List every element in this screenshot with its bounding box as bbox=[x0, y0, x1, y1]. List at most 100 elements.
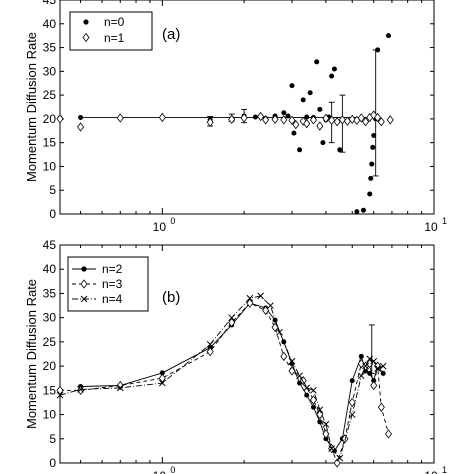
b-point-n4 bbox=[303, 384, 311, 392]
b-point-n4 bbox=[56, 391, 64, 399]
b-point-n4 bbox=[366, 355, 374, 363]
b-point-n2 bbox=[304, 392, 310, 398]
a-point-n1 bbox=[357, 113, 365, 123]
b-xtick-label: 10 bbox=[424, 469, 438, 474]
b-point-n2 bbox=[380, 370, 386, 376]
b-ytick-label: 30 bbox=[43, 311, 57, 325]
a-point-n0 bbox=[386, 33, 392, 39]
a-point-n0 bbox=[329, 73, 335, 79]
b-point-n3 bbox=[116, 380, 124, 391]
a-ytick-label: 30 bbox=[43, 64, 57, 78]
b-ytick-label: 20 bbox=[43, 359, 57, 373]
a-point-n0 bbox=[252, 114, 258, 120]
b-point-n3 bbox=[333, 458, 341, 468]
b-point-n4 bbox=[246, 294, 254, 302]
b-point-n2 bbox=[367, 370, 373, 376]
b-ytick-label: 25 bbox=[43, 335, 57, 349]
a-point-n1 bbox=[333, 117, 341, 127]
b-ytick-label: 35 bbox=[43, 286, 57, 300]
b-point-n4 bbox=[276, 328, 283, 336]
a-ytick-label: 40 bbox=[43, 17, 57, 31]
panel-a-legend-box bbox=[69, 11, 153, 51]
a-point-n1 bbox=[77, 122, 85, 132]
a-ytick-label: 15 bbox=[43, 136, 57, 150]
a-point-n0 bbox=[291, 130, 297, 136]
panel-a-x-axis: 10 0 10 1 bbox=[80, 0, 447, 234]
legend-n1-label: n=1 bbox=[104, 31, 125, 45]
a-point-n1 bbox=[374, 112, 382, 123]
a-xtick-exponent: 1 bbox=[442, 216, 447, 226]
a-point-n0 bbox=[285, 113, 291, 119]
b-point-n2 bbox=[159, 370, 165, 376]
a-point-n1 bbox=[303, 118, 311, 129]
a-point-n0 bbox=[370, 144, 376, 150]
panel-b-y-axis: 0 5 10 15 20 25 30 35 40 45 bbox=[43, 238, 434, 470]
a-point-n1 bbox=[271, 114, 279, 125]
a-point-n0 bbox=[371, 133, 377, 139]
a-point-n1 bbox=[257, 111, 265, 122]
a-point-n0 bbox=[78, 114, 84, 120]
legend-n4-marker bbox=[80, 295, 88, 303]
panel-b-marks bbox=[56, 292, 392, 468]
a-point-n1 bbox=[292, 119, 300, 130]
b-point-n4 bbox=[348, 411, 356, 418]
a-point-n0 bbox=[360, 207, 366, 213]
b-point-n4 bbox=[158, 379, 166, 387]
b-point-n4 bbox=[288, 357, 296, 365]
a-point-n0 bbox=[300, 97, 306, 103]
b-xtick-exponent: 0 bbox=[170, 465, 175, 474]
b-point-n3 bbox=[348, 397, 356, 408]
a-point-n0 bbox=[314, 59, 320, 65]
a-point-n0 bbox=[331, 66, 337, 72]
a-point-n1 bbox=[377, 117, 385, 127]
panel-a-y-label: Momentum Diffusion Rate bbox=[24, 32, 39, 182]
b-point-n4 bbox=[267, 302, 274, 309]
a-point-n1 bbox=[316, 121, 324, 131]
b-ytick-label: 5 bbox=[49, 432, 56, 446]
b-point-n4 bbox=[257, 292, 264, 300]
b-point-n3 bbox=[370, 380, 378, 391]
panel-b-y-label: Momentum Diffusion Rate bbox=[24, 279, 39, 429]
b-point-n3 bbox=[322, 429, 330, 439]
legend-n2-marker bbox=[81, 266, 87, 272]
b-point-n2 bbox=[358, 353, 364, 359]
b-ytick-label: 40 bbox=[43, 262, 57, 276]
a-point-n0 bbox=[297, 147, 303, 153]
b-point-n4 bbox=[374, 365, 381, 372]
legend-n2-label: n=2 bbox=[102, 262, 123, 276]
b-point-n3 bbox=[228, 317, 236, 328]
a-point-n1 bbox=[262, 115, 270, 125]
b-point-n2 bbox=[363, 368, 369, 374]
b-point-n4 bbox=[362, 362, 369, 370]
a-point-n1 bbox=[158, 112, 166, 123]
a-point-n1 bbox=[309, 115, 317, 125]
b-point-n3 bbox=[158, 373, 166, 383]
b-point-n2 bbox=[317, 419, 323, 425]
panel-a-marks bbox=[56, 33, 394, 215]
b-point-n3 bbox=[246, 298, 254, 308]
b-point-n3 bbox=[280, 351, 288, 362]
b-ytick-label: 45 bbox=[43, 238, 57, 252]
a-point-n0 bbox=[375, 47, 381, 53]
a-point-n0 bbox=[337, 147, 343, 153]
panel-a-y-axis: 0 5 10 15 20 25 30 35 40 45 bbox=[43, 0, 434, 221]
a-ytick-label: 0 bbox=[49, 207, 56, 221]
a-ytick-label: 20 bbox=[43, 112, 57, 126]
b-point-n3 bbox=[357, 359, 365, 369]
a-ytick-label: 25 bbox=[43, 88, 57, 102]
b-point-n3 bbox=[262, 305, 270, 316]
b-xtick-exponent: 1 bbox=[442, 465, 447, 474]
b-point-n4 bbox=[116, 384, 124, 392]
a-point-n1 bbox=[280, 115, 288, 125]
a-point-n0 bbox=[354, 209, 360, 215]
a-point-n1 bbox=[116, 113, 124, 123]
a-xtick-exponent: 0 bbox=[170, 216, 175, 226]
a-ytick-label: 10 bbox=[43, 159, 57, 173]
a-xtick-label: 10 bbox=[153, 220, 167, 234]
a-point-n1 bbox=[338, 115, 346, 125]
b-ytick-label: 10 bbox=[43, 408, 57, 422]
b-point-n2 bbox=[349, 378, 355, 384]
b-point-n3 bbox=[288, 366, 296, 376]
a-point-n1 bbox=[386, 115, 394, 125]
